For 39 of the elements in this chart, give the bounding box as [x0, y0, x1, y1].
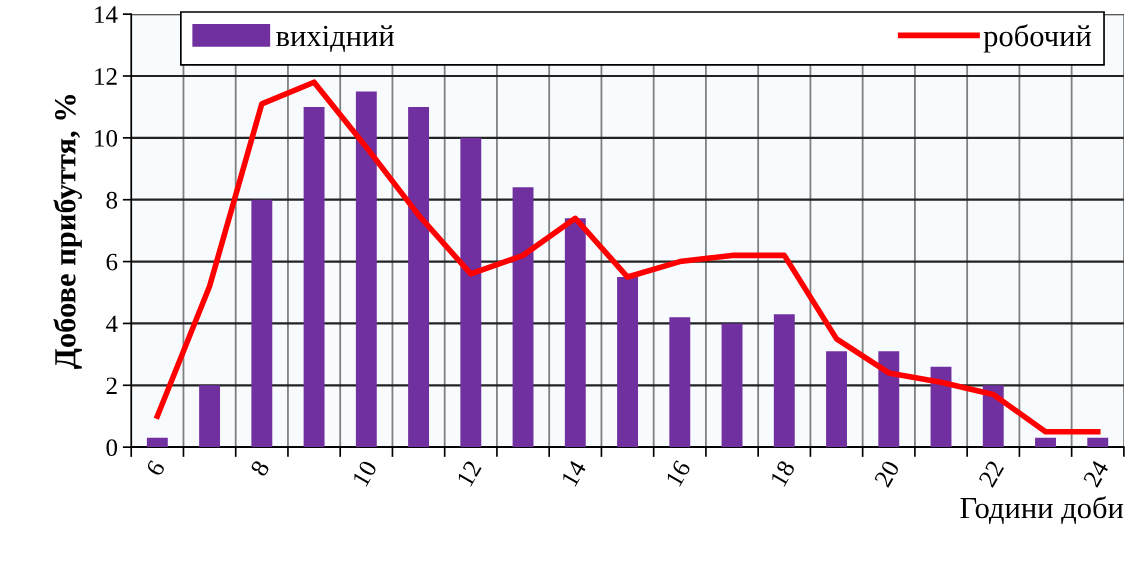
legend-label: вихідний [276, 25, 394, 52]
bar [826, 351, 847, 448]
x-tick-label: 16 [665, 459, 692, 487]
x-tick-label: 22 [978, 459, 1005, 488]
y-tick-label: 4 [106, 315, 118, 333]
x-tick-label: 8 [249, 459, 270, 478]
bar [460, 137, 482, 448]
x-tick-label: 24 [1082, 458, 1110, 488]
bar [773, 314, 795, 448]
x-tick-label: 18 [769, 459, 796, 487]
bar [303, 106, 325, 448]
x-tick-label: 20 [873, 459, 900, 488]
y-tick-label: 14 [95, 6, 118, 23]
x-tick-label: 6 [145, 459, 166, 477]
x-axis-title: Години доби [960, 496, 1124, 524]
bar [355, 91, 377, 448]
y-tick-label: 8 [106, 191, 118, 209]
y-tick-label: 10 [95, 129, 118, 147]
bar [721, 323, 743, 448]
x-tick-label: 10 [351, 459, 378, 487]
x-tick-label: 12 [456, 459, 482, 487]
bar [878, 351, 900, 448]
y-axis-title: Добове прибуття, % [53, 95, 82, 369]
bar [199, 385, 221, 448]
y-tick-label: 6 [106, 253, 118, 271]
legend-label: робочий [983, 24, 1092, 53]
bar [617, 277, 638, 448]
y-tick-label: 0 [106, 439, 118, 457]
bar [1087, 437, 1109, 448]
bar [251, 199, 273, 448]
bar [512, 187, 534, 448]
x-tick-label: 14 [561, 459, 587, 487]
y-tick-label: 2 [106, 377, 117, 394]
bar [669, 317, 691, 448]
bar [1035, 437, 1056, 448]
y-tick-label: 12 [95, 68, 117, 85]
bar [146, 437, 168, 448]
bar [408, 106, 430, 448]
bar [564, 218, 586, 448]
